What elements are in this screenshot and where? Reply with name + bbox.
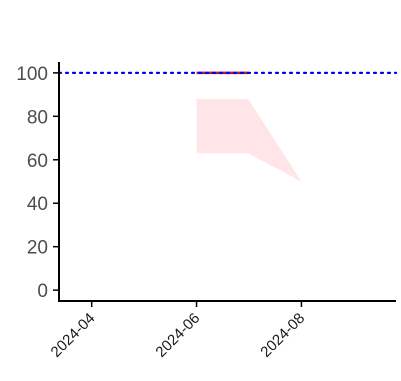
confidence-band-layer bbox=[196, 98, 302, 182]
x-tick-label: 2024-04 bbox=[48, 310, 99, 361]
y-tick-label: 80 bbox=[27, 107, 48, 128]
y-tick-label: 20 bbox=[27, 238, 48, 259]
axes-layer bbox=[58, 62, 396, 302]
y-tick-label: 60 bbox=[27, 151, 48, 172]
x-ticks-layer: 2024-04 2024-06 2024-08 bbox=[48, 301, 308, 361]
x-tick-label: 2024-06 bbox=[152, 310, 203, 361]
y-tick-label: 40 bbox=[27, 194, 48, 215]
y-tick-label: 100 bbox=[16, 64, 48, 85]
confidence-band bbox=[196, 98, 302, 182]
y-tick-label: 0 bbox=[37, 281, 48, 302]
x-tick-label: 2024-08 bbox=[257, 310, 308, 361]
y-ticks-layer: 0 20 40 60 80 100 bbox=[16, 64, 59, 302]
